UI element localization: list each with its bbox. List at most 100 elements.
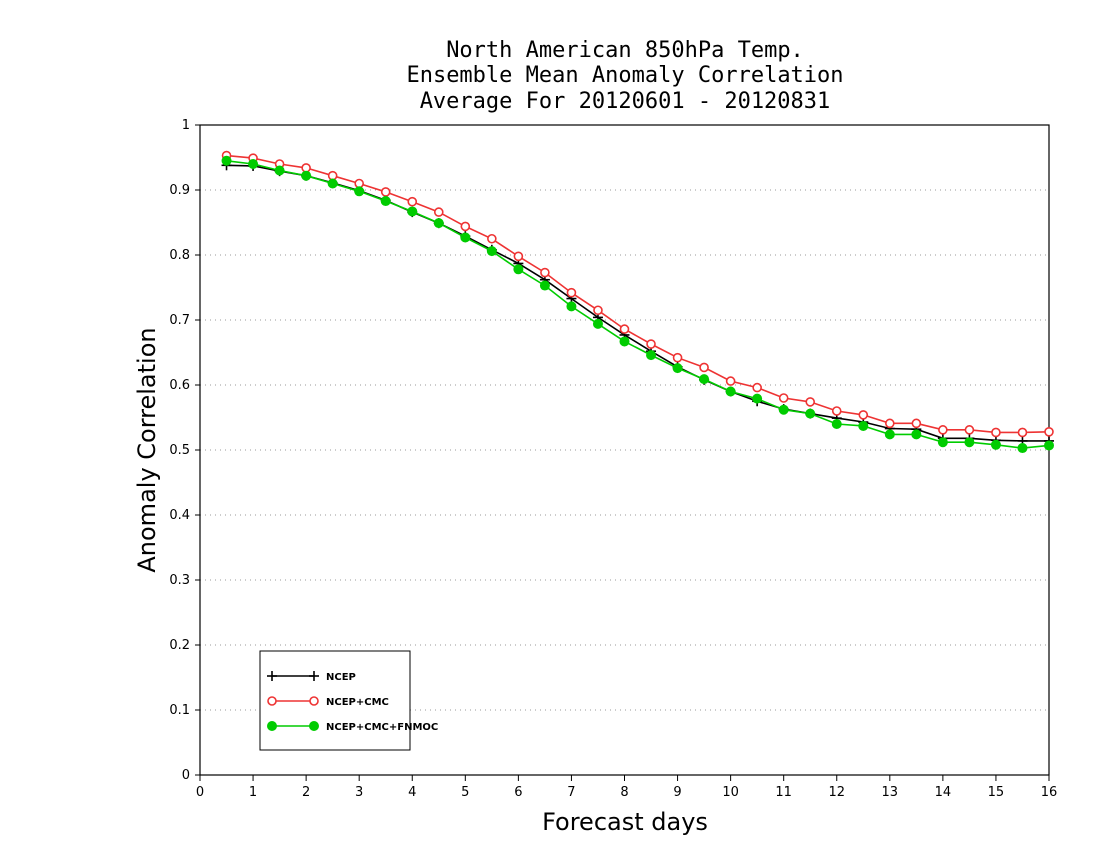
y-tick-label: 0.3 <box>169 573 190 588</box>
data-point <box>540 267 550 278</box>
x-tick-label: 5 <box>461 785 469 800</box>
data-point <box>407 206 418 217</box>
data-point <box>831 419 842 429</box>
data-point <box>938 425 948 435</box>
data-point <box>990 439 1001 450</box>
legend: NCEP NCEP+CMC NCEP+CMC+FNMOC <box>259 650 438 751</box>
legend-marker <box>309 721 319 731</box>
data-point <box>486 246 497 257</box>
y-tick-label: 0 <box>182 768 190 783</box>
x-tick-label: 11 <box>775 785 792 800</box>
x-tick-label: 14 <box>935 785 952 800</box>
data-point <box>778 404 789 415</box>
y-tick-label: 0.7 <box>169 313 190 328</box>
y-tick-label: 0.8 <box>169 248 190 263</box>
x-tick-label: 3 <box>355 785 363 800</box>
x-tick-label: 0 <box>196 785 204 800</box>
data-point <box>778 393 789 403</box>
data-point <box>354 186 365 197</box>
data-point <box>221 155 232 166</box>
data-point <box>248 159 259 169</box>
data-point <box>964 437 975 448</box>
y-tick-label: 0.5 <box>169 443 190 458</box>
data-point <box>407 196 418 207</box>
x-tick-label: 1 <box>249 785 257 800</box>
series-2 <box>221 155 1054 454</box>
y-tick-label: 0.9 <box>169 183 190 198</box>
data-point <box>699 362 709 373</box>
data-point <box>380 187 391 197</box>
data-point <box>539 280 550 291</box>
y-tick-label: 0.4 <box>169 508 190 523</box>
legend-marker <box>309 696 319 706</box>
data-point <box>911 429 922 440</box>
data-point <box>433 207 444 217</box>
data-point <box>885 418 895 429</box>
data-point <box>672 363 683 374</box>
data-point <box>831 406 842 416</box>
x-tick-label: 2 <box>302 785 310 800</box>
x-tick-label: 12 <box>828 785 845 800</box>
y-tick-label: 1 <box>182 118 190 133</box>
data-point <box>433 218 444 229</box>
data-point <box>380 196 391 207</box>
series-0 <box>221 160 1054 446</box>
data-point <box>1017 427 1028 438</box>
data-point <box>1044 440 1054 451</box>
legend-marker <box>309 671 319 681</box>
data-point <box>592 318 603 329</box>
data-point <box>327 178 338 189</box>
data-point <box>805 397 816 407</box>
x-tick-label: 10 <box>722 785 739 800</box>
data-point <box>513 264 524 275</box>
data-point <box>725 376 736 386</box>
x-tick-label: 13 <box>882 785 899 800</box>
data-point <box>672 352 683 363</box>
x-axis-label: Forecast days <box>542 808 708 836</box>
legend-label: NCEP+CMC+FNMOC <box>326 722 438 733</box>
series-line <box>226 154 1050 434</box>
legend-marker <box>267 671 277 681</box>
x-tick-label: 6 <box>514 785 522 800</box>
data-point <box>301 170 312 181</box>
data-point <box>566 287 577 298</box>
data-point <box>937 437 948 448</box>
x-tick-label: 7 <box>567 785 575 800</box>
data-point <box>964 425 975 435</box>
chart-title-line-2: Ensemble Mean Anomaly Correlation <box>406 63 844 88</box>
data-point <box>619 324 630 334</box>
x-tick-label: 9 <box>673 785 681 800</box>
y-tick-label: 0.2 <box>169 638 190 653</box>
series-line <box>226 164 1049 442</box>
x-tick-label: 4 <box>408 785 416 800</box>
data-point <box>1044 426 1054 437</box>
x-tick-label: 16 <box>1041 785 1058 800</box>
data-point <box>858 420 869 431</box>
data-point <box>460 232 471 243</box>
data-point <box>646 350 657 361</box>
series-line <box>226 160 1050 449</box>
series-1 <box>221 150 1054 438</box>
x-tick-label: 15 <box>988 785 1005 800</box>
data-point <box>593 305 603 316</box>
legend-label: NCEP <box>326 672 356 683</box>
data-point <box>513 251 524 262</box>
legend-marker <box>267 721 277 731</box>
data-point <box>1017 443 1028 454</box>
data-point <box>460 221 471 232</box>
data-point <box>566 301 577 312</box>
legend-label: NCEP+CMC <box>326 697 389 708</box>
data-point <box>805 408 816 419</box>
data-point <box>991 427 1001 438</box>
y-tick-label: 0.6 <box>169 378 190 393</box>
data-point <box>911 418 922 429</box>
data-point <box>752 393 763 404</box>
chart-title-line-1: North American 850hPa Temp. <box>446 38 804 63</box>
data-point <box>884 429 895 440</box>
data-point <box>487 233 497 244</box>
data-point <box>619 336 630 347</box>
data-point <box>752 382 762 393</box>
data-point <box>725 386 736 397</box>
